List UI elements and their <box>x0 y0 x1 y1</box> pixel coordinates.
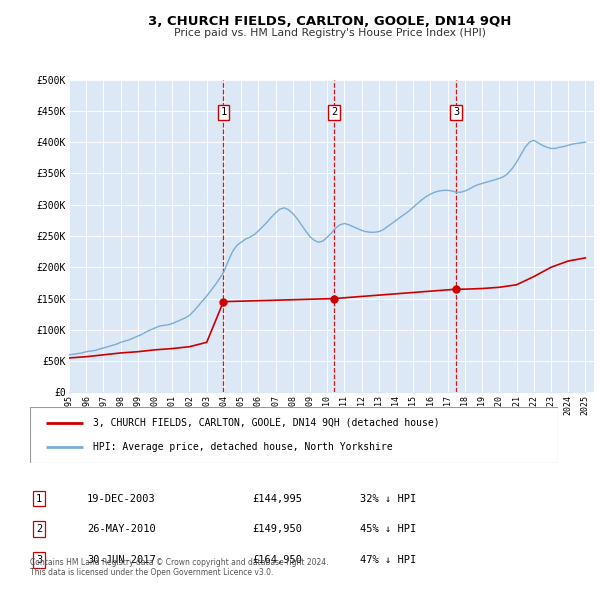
Text: 19-DEC-2003: 19-DEC-2003 <box>87 494 156 503</box>
Text: 1: 1 <box>36 494 42 503</box>
Text: 30-JUN-2017: 30-JUN-2017 <box>87 555 156 565</box>
Text: Price paid vs. HM Land Registry's House Price Index (HPI): Price paid vs. HM Land Registry's House … <box>174 28 486 38</box>
Text: £164,950: £164,950 <box>252 555 302 565</box>
Text: 2: 2 <box>36 525 42 534</box>
Text: 47% ↓ HPI: 47% ↓ HPI <box>360 555 416 565</box>
Text: 3: 3 <box>36 555 42 565</box>
Text: 3, CHURCH FIELDS, CARLTON, GOOLE, DN14 9QH: 3, CHURCH FIELDS, CARLTON, GOOLE, DN14 9… <box>148 15 512 28</box>
Text: 26-MAY-2010: 26-MAY-2010 <box>87 525 156 534</box>
Text: £149,950: £149,950 <box>252 525 302 534</box>
Text: £144,995: £144,995 <box>252 494 302 503</box>
Text: 45% ↓ HPI: 45% ↓ HPI <box>360 525 416 534</box>
Text: HPI: Average price, detached house, North Yorkshire: HPI: Average price, detached house, Nort… <box>94 442 393 453</box>
Text: 3, CHURCH FIELDS, CARLTON, GOOLE, DN14 9QH (detached house): 3, CHURCH FIELDS, CARLTON, GOOLE, DN14 9… <box>94 418 440 428</box>
Text: 2: 2 <box>331 107 337 117</box>
Text: Contains HM Land Registry data © Crown copyright and database right 2024.
This d: Contains HM Land Registry data © Crown c… <box>30 558 329 577</box>
Text: 32% ↓ HPI: 32% ↓ HPI <box>360 494 416 503</box>
Text: 1: 1 <box>220 107 227 117</box>
Text: 3: 3 <box>453 107 459 117</box>
